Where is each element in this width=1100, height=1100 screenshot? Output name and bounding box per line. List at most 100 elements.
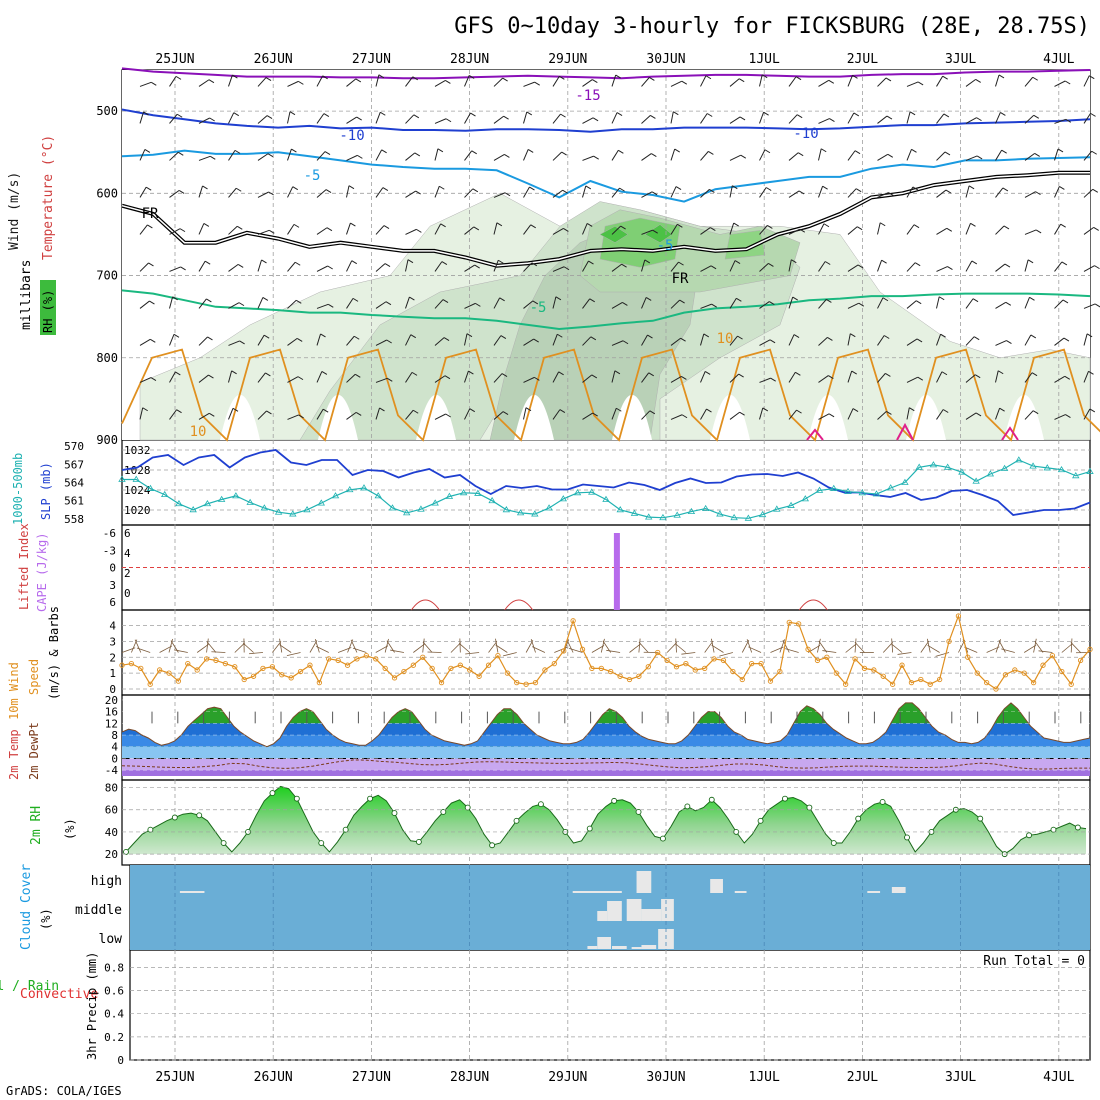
wind-barb-flag xyxy=(348,185,355,190)
wind-barb xyxy=(582,79,593,87)
wind-barb-flag xyxy=(914,262,921,267)
pressure-tick-label: 800 xyxy=(96,351,118,365)
wind-barb-flag xyxy=(355,373,361,378)
rh-line xyxy=(125,785,1087,855)
wind-barb-flag xyxy=(562,189,568,194)
thickness-marker xyxy=(402,509,411,516)
wind-barb xyxy=(582,155,594,161)
wind-barb xyxy=(965,223,971,235)
thickness-tick-label: 558 xyxy=(64,513,84,526)
wind-barb xyxy=(641,297,647,309)
wind-barb xyxy=(287,261,296,272)
thickness-marker xyxy=(203,499,212,507)
wind-barb-flag xyxy=(652,229,658,234)
wind-barb-flag xyxy=(231,370,237,375)
wind-barb-10m xyxy=(897,652,912,655)
thickness-ylabel: 1000-500mb xyxy=(11,453,25,525)
wind-speed-line xyxy=(121,613,1091,690)
wind-barb xyxy=(936,113,945,124)
wind-barb xyxy=(316,265,328,272)
wind-barb-flag xyxy=(909,111,916,116)
upper-axis-labels: Wind (m/s) xyxy=(7,172,22,250)
day-label-bottom: 2JUL xyxy=(847,1070,878,1085)
slp-line xyxy=(121,449,1091,516)
wind-barb-flag xyxy=(911,148,917,153)
wind-barb-flag xyxy=(265,372,271,377)
wind-barb-flag xyxy=(468,370,474,375)
wind-barb xyxy=(700,333,705,346)
cloud-block xyxy=(607,901,622,921)
wind-barb-flag xyxy=(210,155,216,160)
wind-barb-flag xyxy=(909,407,915,412)
wind-barb xyxy=(877,297,884,309)
wind-barb xyxy=(995,225,1005,235)
wind-barb xyxy=(611,302,623,309)
wind-barb-flag xyxy=(352,297,359,302)
wind-barb-flag xyxy=(148,262,154,267)
wind-speed-marker xyxy=(880,673,886,679)
wind-barb xyxy=(228,340,240,346)
wind-barb-flag xyxy=(970,222,976,227)
wind-barb-flag xyxy=(298,414,304,419)
wind-barb-10m xyxy=(600,638,605,653)
rh-tick-label: 80 xyxy=(105,782,118,795)
wind-barb-10m xyxy=(196,643,209,653)
contour-label: FR xyxy=(672,271,689,287)
cloud-ylabel: Cloud Cover xyxy=(19,864,34,950)
temperature-legend-text: Temperature (°C) xyxy=(41,135,56,260)
wind-speed-marker xyxy=(561,648,567,654)
wind-barb-flag xyxy=(232,407,239,412)
thickness-marker xyxy=(431,499,439,506)
cape-ylabel: CAPE (J/kg) xyxy=(35,533,49,612)
wind-barb-flag xyxy=(737,335,743,340)
wind-barb xyxy=(700,151,709,161)
wind-barb xyxy=(759,74,763,87)
day-label-top: 29JUN xyxy=(548,52,587,67)
wind-barb-flag xyxy=(1032,76,1038,81)
pressure-tick-label: 900 xyxy=(96,433,118,447)
wind-barb-flag xyxy=(942,75,948,80)
wind-speed-marker xyxy=(955,613,962,619)
wind-barb-flag xyxy=(762,407,769,412)
wind-speed-marker xyxy=(326,656,332,662)
wind-barb-flag xyxy=(792,296,798,301)
wind-barb xyxy=(818,413,830,420)
wind-barb xyxy=(552,76,560,87)
wind-barb xyxy=(641,115,651,124)
rh-unit: (%) xyxy=(63,818,77,840)
wind-barb-flag xyxy=(328,303,334,308)
rh-marker xyxy=(196,812,203,819)
wind-barb xyxy=(169,151,179,161)
wind-barb-flag xyxy=(504,154,510,158)
wind-barb xyxy=(257,191,269,198)
wind-barb-flag xyxy=(262,297,269,301)
wind-barb-10m xyxy=(748,646,762,653)
wind-barb xyxy=(1024,372,1033,383)
wind-barb xyxy=(877,259,883,272)
wind-barb-flag xyxy=(472,188,479,193)
wind-barb-flag xyxy=(706,408,712,413)
wind-barb-flag xyxy=(649,76,655,81)
rh-marker xyxy=(293,795,300,802)
wind-speed-marker xyxy=(532,680,539,686)
wind-barb xyxy=(198,336,208,346)
wind-barb-10m xyxy=(711,644,724,653)
wind-barb-flag xyxy=(149,300,155,305)
wind-barb-flag xyxy=(975,412,982,417)
wind-speed-marker xyxy=(448,665,454,672)
rh-marker xyxy=(611,797,618,804)
wind-barb xyxy=(346,335,355,346)
wind-barb xyxy=(287,414,299,420)
wind-barb xyxy=(375,263,386,272)
wind-tick-label: 2 xyxy=(109,651,116,664)
wind-speed-marker xyxy=(194,667,200,673)
wind-barb-10m xyxy=(286,652,301,657)
wind-speed-marker xyxy=(279,672,285,678)
wind-barb xyxy=(729,373,739,383)
wind-barb-10m xyxy=(927,644,940,653)
wind-barb xyxy=(611,150,619,161)
wind-speed-marker xyxy=(626,676,633,683)
wind-speed-marker xyxy=(147,681,153,687)
cloud-block xyxy=(661,899,674,921)
wind-speed-marker xyxy=(485,662,492,668)
